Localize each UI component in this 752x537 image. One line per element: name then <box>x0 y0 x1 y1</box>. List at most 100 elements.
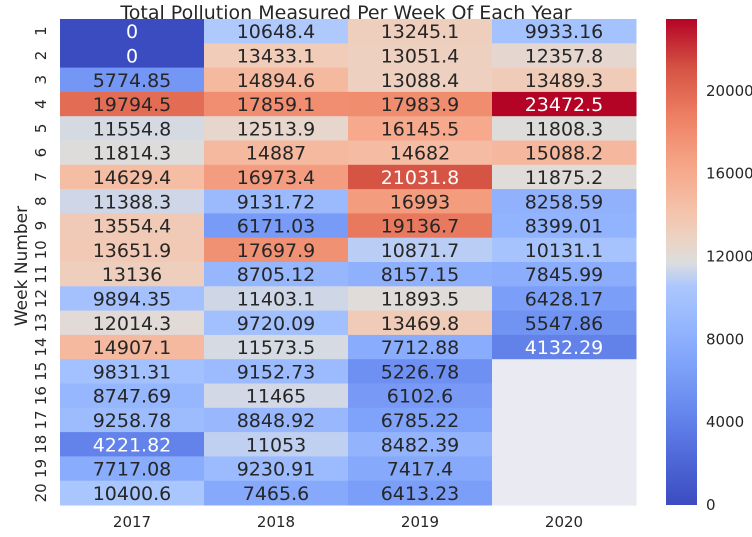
colorbar-tick-label: 16000 <box>706 165 752 183</box>
cell-value-label: 5226.78 <box>381 361 460 383</box>
cell-value-label: 14887 <box>246 143 306 165</box>
heatmap-cell <box>492 310 637 336</box>
cell-value-label: 9894.35 <box>93 288 172 310</box>
heatmap-cell <box>492 359 637 384</box>
heatmap-cell <box>492 67 637 93</box>
cell-value-label: 11573.5 <box>237 337 316 359</box>
heatmap-cell <box>204 237 349 263</box>
heatmap-cell <box>492 432 637 457</box>
heatmap-cell <box>60 480 205 506</box>
heatmap-cell <box>60 407 205 433</box>
cell-value-label: 17859.1 <box>237 94 316 116</box>
heatmap-cells: 0 10648.4 13245.1 9933.16 0 13433.1 13051.4 123… <box>60 19 637 506</box>
heatmap-cell <box>60 432 205 457</box>
colorbar <box>666 19 697 505</box>
y-tick-label: 4 <box>32 99 50 109</box>
heatmap-cell <box>348 286 493 312</box>
cell-value-label: 10131.1 <box>525 240 604 262</box>
y-tick-label: 7 <box>32 172 50 182</box>
heatmap-cell <box>204 19 349 44</box>
cell-value-label: 11808.3 <box>525 118 604 140</box>
x-tick-label: 2019 <box>401 513 439 531</box>
cell-value-label: 13433.1 <box>237 45 316 67</box>
heatmap-cell <box>204 43 349 69</box>
x-tick-label: 2017 <box>113 513 151 531</box>
cell-value-label: 8399.01 <box>525 216 604 238</box>
heatmap-cell <box>204 407 349 433</box>
cell-value-label: 11403.1 <box>237 288 316 310</box>
heatmap-cell <box>492 383 637 409</box>
cell-value-label: 8258.59 <box>525 191 604 213</box>
heatmap-cell <box>60 140 205 166</box>
cell-value-label: 13051.4 <box>381 45 460 67</box>
cell-value-label: 15088.2 <box>525 143 604 165</box>
heatmap-cell <box>348 213 493 239</box>
cell-value-label: 6413.23 <box>381 483 460 505</box>
y-axis-label: Week Number <box>12 206 32 326</box>
cell-value-label: 9131.72 <box>237 191 316 213</box>
heatmap-cell <box>348 480 493 506</box>
heatmap-cell <box>348 189 493 214</box>
cell-value-label: 0 <box>126 21 138 43</box>
y-tick-label: 12 <box>32 289 50 308</box>
x-tick-label: 2020 <box>545 513 583 531</box>
heatmap-cell <box>348 19 493 44</box>
cell-value-label: 13245.1 <box>381 21 460 43</box>
heatmap-cell <box>204 116 349 141</box>
heatmap-cell <box>348 140 493 166</box>
heatmap-cell <box>60 189 205 214</box>
cell-value-label: 14907.1 <box>93 337 172 359</box>
heatmap-cell <box>204 213 349 239</box>
heatmap-cell <box>348 116 493 141</box>
cell-value-label: 13489.3 <box>525 70 604 92</box>
y-tick-label: 14 <box>32 338 50 357</box>
cell-value-label: 6171.03 <box>237 216 316 238</box>
heatmap-cell <box>348 310 493 336</box>
heatmap-cell <box>60 213 205 239</box>
y-tick-label: 2 <box>32 51 50 61</box>
cell-value-label: 9230.91 <box>237 459 316 481</box>
cell-value-label: 10871.7 <box>381 240 460 262</box>
colorbar-tick-label: 12000 <box>706 248 752 266</box>
heatmap-cell <box>60 67 205 93</box>
cell-value-label: 11893.5 <box>381 288 460 310</box>
heatmap-cell <box>204 67 349 93</box>
cell-value-label: 9831.31 <box>93 361 172 383</box>
heatmap-cell <box>60 310 205 336</box>
heatmap-cell <box>204 286 349 312</box>
heatmap-cell <box>60 334 205 360</box>
cell-value-label: 13651.9 <box>93 240 172 262</box>
cell-value-label: 4221.82 <box>93 434 172 456</box>
x-tick-label: 2018 <box>257 513 295 531</box>
cell-value-label: 11465 <box>246 386 306 408</box>
y-tick-label: 13 <box>32 313 50 332</box>
heatmap-cell <box>492 140 637 166</box>
y-tick-label: 8 <box>32 196 50 206</box>
cell-value-label: 13469.8 <box>381 313 460 335</box>
cell-value-label: 6102.6 <box>387 386 453 408</box>
heatmap-cell <box>60 262 205 287</box>
cell-value-label: 11388.3 <box>93 191 172 213</box>
heatmap-cell <box>348 262 493 287</box>
heatmap-cell <box>60 164 205 190</box>
heatmap-cell <box>60 116 205 141</box>
cell-value-label: 16973.4 <box>237 167 316 189</box>
heatmap-cell <box>492 164 637 190</box>
heatmap-cell <box>204 189 349 214</box>
y-tick-label: 3 <box>32 75 50 85</box>
y-tick-label: 11 <box>32 265 50 284</box>
cell-value-label: 13554.4 <box>93 216 172 238</box>
cell-value-label: 19136.7 <box>381 216 460 238</box>
heatmap-cell <box>60 237 205 263</box>
cell-value-label: 7717.08 <box>93 459 172 481</box>
cell-value-label: 14894.6 <box>237 70 316 92</box>
cell-value-label: 9152.73 <box>237 361 316 383</box>
cell-value-label: 13136 <box>102 264 162 286</box>
heatmap-cell <box>348 164 493 190</box>
cell-value-label: 7845.99 <box>525 264 604 286</box>
heatmap-cell <box>492 189 637 214</box>
y-tick-label: 15 <box>32 362 50 381</box>
cell-value-label: 6428.17 <box>525 288 604 310</box>
heatmap-cell <box>204 310 349 336</box>
heatmap-cell <box>492 334 637 360</box>
